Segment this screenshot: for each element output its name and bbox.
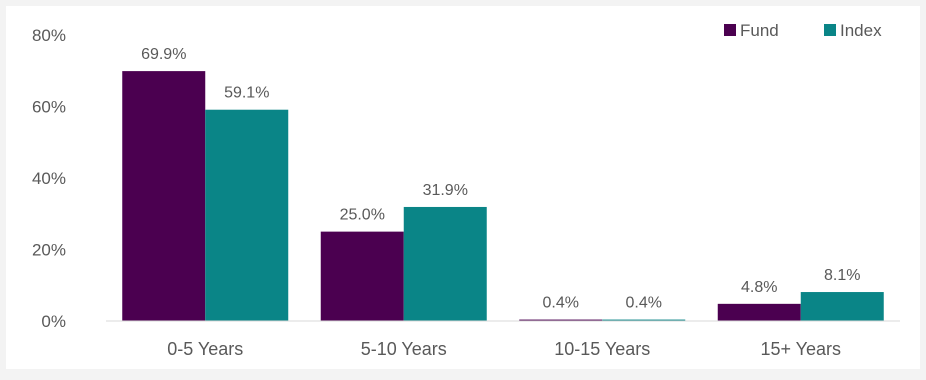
bar-fund bbox=[320, 231, 404, 321]
y-tick-label: 0% bbox=[41, 312, 66, 331]
data-label: 0.4% bbox=[543, 295, 579, 312]
legend-label-index: Index bbox=[840, 21, 882, 40]
bar-index bbox=[403, 206, 487, 321]
x-tick-label: 10-15 Years bbox=[554, 339, 650, 359]
data-label: 69.9% bbox=[141, 46, 186, 63]
data-label: 25.0% bbox=[340, 207, 385, 224]
plot-area: 0% 20% 40% 60% 80% 69.9% 59.1% 0-5 Years 25.0% 31… bbox=[32, 26, 900, 359]
bar-fund bbox=[122, 71, 206, 321]
legend-swatch-index bbox=[824, 24, 836, 36]
data-label: 0.4% bbox=[626, 295, 662, 312]
data-label: 4.8% bbox=[741, 279, 777, 296]
legend: Fund Index bbox=[724, 21, 882, 40]
y-tick-label: 20% bbox=[32, 241, 66, 260]
bar-fund bbox=[717, 303, 801, 321]
y-tick-label: 80% bbox=[32, 26, 66, 45]
legend-swatch-fund bbox=[724, 24, 736, 36]
x-tick-label: 0-5 Years bbox=[167, 339, 243, 359]
bar-index bbox=[800, 292, 884, 321]
data-label: 8.1% bbox=[824, 267, 860, 284]
data-label: 59.1% bbox=[224, 85, 269, 102]
y-tick-label: 60% bbox=[32, 98, 66, 117]
x-tick-label: 15+ Years bbox=[760, 339, 841, 359]
x-tick-label: 5-10 Years bbox=[361, 339, 447, 359]
y-tick-label: 40% bbox=[32, 169, 66, 188]
data-label: 31.9% bbox=[423, 182, 468, 199]
bar-fund bbox=[519, 319, 603, 321]
bar-index bbox=[205, 109, 289, 321]
legend-label-fund: Fund bbox=[740, 21, 779, 40]
bar-index bbox=[602, 319, 686, 321]
